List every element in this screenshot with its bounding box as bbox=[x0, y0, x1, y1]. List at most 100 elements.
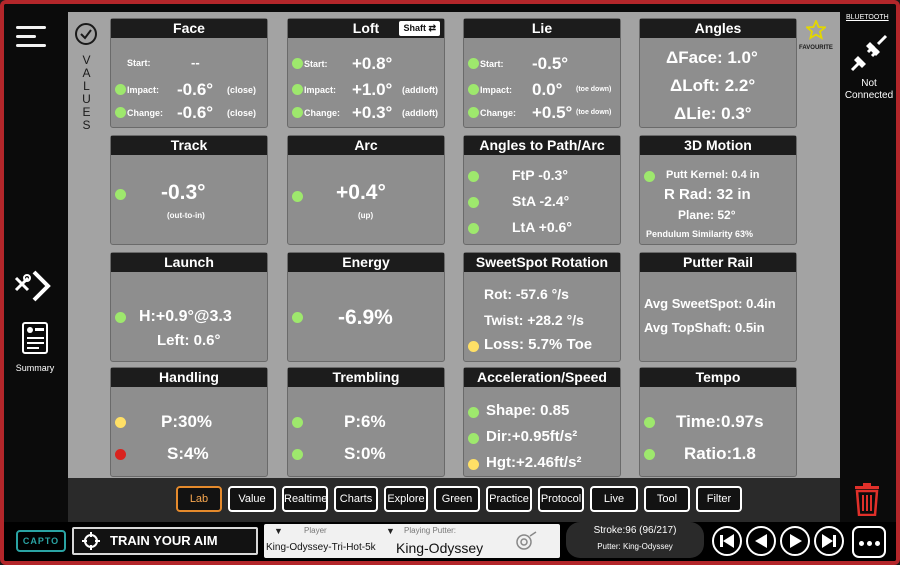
delta-loft-value: ΔLoft: 2.2° bbox=[670, 76, 756, 95]
track-tile[interactable]: Track -0.3° (out-to-in) bbox=[110, 135, 268, 245]
tab-lab[interactable]: Lab bbox=[176, 486, 222, 512]
face-impact-value: -0.6° bbox=[177, 80, 214, 99]
status-dot bbox=[115, 84, 126, 95]
lie-change-label: Change: bbox=[480, 108, 516, 118]
energy-value: -6.9% bbox=[338, 306, 393, 329]
face-tile[interactable]: Face Start: -- Impact: -0.6° (close) Cha… bbox=[110, 18, 268, 128]
status-dot bbox=[292, 84, 303, 95]
lie-title: Lie bbox=[464, 19, 620, 38]
player-label: Player bbox=[304, 526, 327, 535]
trembling-tile[interactable]: Trembling P:6% S:0% bbox=[287, 367, 445, 477]
angles-tile[interactable]: Angles ΔFace: 1.0° ΔLoft: 2.2° ΔLie: 0.3… bbox=[639, 18, 797, 128]
face-title: Face bbox=[111, 19, 267, 38]
face-change-value: -0.6° bbox=[177, 103, 214, 122]
tempo-time-value: Time:0.97s bbox=[676, 412, 764, 431]
loft-tile[interactable]: Loft Shaft ⇄ Start: +0.8° Impact: +1.0° … bbox=[287, 18, 445, 128]
delta-face-value: ΔFace: 1.0° bbox=[666, 48, 758, 67]
handling-title: Handling bbox=[111, 368, 267, 387]
track-value: -0.3° bbox=[161, 181, 206, 204]
tab-tool[interactable]: Tool bbox=[644, 486, 690, 512]
loft-change-value: +0.3° bbox=[352, 103, 393, 122]
loss-value: Loss: 5.7% Toe bbox=[484, 336, 593, 353]
arc-tile[interactable]: Arc +0.4° (up) bbox=[287, 135, 445, 245]
bluetooth-label: BLUETOOTH bbox=[846, 14, 889, 21]
angles-path-title: Angles to Path/Arc bbox=[464, 136, 620, 155]
status-dot bbox=[468, 84, 479, 95]
summary-button[interactable]: Summary bbox=[12, 320, 58, 378]
tab-protocol[interactable]: Protocol bbox=[538, 486, 584, 512]
tab-value[interactable]: Value bbox=[228, 486, 276, 512]
lie-change-value: +0.5° bbox=[532, 103, 573, 122]
more-options-button[interactable] bbox=[852, 526, 886, 558]
tempo-ratio-value: Ratio:1.8 bbox=[684, 444, 756, 463]
launch-tile[interactable]: Launch H:+0.9°@3.3 Left: 0.6° bbox=[110, 252, 268, 362]
accel-tile[interactable]: Acceleration/Speed Shape: 0.85 Dir:+0.95… bbox=[463, 367, 621, 477]
player-value: King-Odyssey-Tri-Hot-5k bbox=[266, 542, 376, 553]
energy-tile[interactable]: Energy -6.9% bbox=[287, 252, 445, 362]
status-dot bbox=[115, 449, 126, 460]
train-your-aim-button[interactable]: TRAIN YOUR AIM bbox=[72, 527, 258, 555]
face-change-label: Change: bbox=[127, 108, 163, 118]
first-stroke-button[interactable] bbox=[712, 526, 742, 556]
arc-value: +0.4° bbox=[336, 181, 386, 204]
tab-live[interactable]: Live bbox=[590, 486, 638, 512]
sta-value: StA -2.4° bbox=[512, 193, 570, 209]
status-dot bbox=[468, 407, 479, 418]
plane-value: Plane: 52° bbox=[678, 208, 736, 222]
trash-icon bbox=[855, 483, 879, 517]
tab-explore[interactable]: Explore bbox=[384, 486, 428, 512]
ftp-value: FtP -0.3° bbox=[512, 167, 568, 183]
shaft-toggle-button[interactable]: Shaft ⇄ bbox=[399, 21, 440, 36]
launch-h-value: H:+0.9°@3.3 bbox=[139, 308, 232, 325]
trash-button[interactable] bbox=[852, 482, 882, 517]
status-dot bbox=[468, 459, 479, 470]
face-change-note: (close) bbox=[227, 108, 257, 118]
last-stroke-button[interactable] bbox=[814, 526, 844, 556]
loft-change-label: Change: bbox=[304, 108, 340, 118]
accel-title: Acceleration/Speed bbox=[464, 368, 620, 387]
angles-path-tile[interactable]: Angles to Path/Arc FtP -0.3° StA -2.4° L… bbox=[463, 135, 621, 245]
footer-bar: CAPTO TRAIN YOUR AIM ▼ Player King-Odyss… bbox=[4, 522, 896, 561]
trembling-title: Trembling bbox=[288, 368, 444, 387]
hamburger-menu-icon[interactable] bbox=[16, 22, 50, 52]
status-dot bbox=[468, 433, 479, 444]
status-dot bbox=[644, 417, 655, 428]
tools-expand-button[interactable] bbox=[12, 266, 58, 310]
stroke-count: Stroke:96 (96/217) bbox=[593, 525, 677, 536]
loft-start-label: Start: bbox=[304, 59, 328, 69]
tempo-tile[interactable]: Tempo Time:0.97s Ratio:1.8 bbox=[639, 367, 797, 477]
putter-dropdown-arrow-icon: ▼ bbox=[386, 526, 395, 536]
status-dot bbox=[468, 171, 479, 182]
handling-p-value: P:30% bbox=[161, 412, 213, 431]
connection-status: Not Connected bbox=[844, 78, 894, 101]
tab-charts[interactable]: Charts bbox=[334, 486, 378, 512]
check-circle-icon bbox=[75, 23, 97, 45]
launch-left-value: Left: 0.6° bbox=[157, 332, 221, 349]
next-stroke-button[interactable] bbox=[780, 526, 810, 556]
stroke-putter: Putter: King-Odyssey bbox=[597, 542, 673, 551]
more-dot-icon bbox=[859, 541, 864, 546]
status-dot bbox=[468, 223, 479, 234]
rail-tile[interactable]: Putter Rail Avg SweetSpot: 0.4in Avg Top… bbox=[639, 252, 797, 362]
trembling-s-value: S:0% bbox=[344, 444, 386, 463]
avg-sweetspot-value: Avg SweetSpot: 0.4in bbox=[644, 296, 776, 311]
right-rail: BLUETOOTH FAVOURITE Not Connected bbox=[799, 4, 896, 474]
lie-tile[interactable]: Lie Start: -0.5° Impact: 0.0° (toe down)… bbox=[463, 18, 621, 128]
tab-filter[interactable]: Filter bbox=[696, 486, 742, 512]
favourite-button[interactable]: FAVOURITE bbox=[796, 18, 836, 51]
tab-practice[interactable]: Practice bbox=[486, 486, 532, 512]
sweetspot-tile[interactable]: SweetSpot Rotation Rot: -57.6 °/s Twist:… bbox=[463, 252, 621, 362]
handling-tile[interactable]: Handling P:30% S:4% bbox=[110, 367, 268, 477]
tab-green[interactable]: Green bbox=[434, 486, 480, 512]
previous-stroke-button[interactable] bbox=[746, 526, 776, 556]
tab-realtime[interactable]: Realtime bbox=[282, 486, 328, 512]
bluetooth-connect-button[interactable] bbox=[846, 32, 890, 76]
putt-kernel-value: Putt Kernel: 0.4 in bbox=[666, 169, 760, 181]
player-selector[interactable]: ▼ Player King-Odyssey-Tri-Hot-5k ▼ Playi… bbox=[264, 524, 560, 558]
loft-change-note: (addloft) bbox=[402, 108, 438, 118]
motion-tile[interactable]: 3D Motion Putt Kernel: 0.4 in R Rad: 32 … bbox=[639, 135, 797, 245]
train-your-aim-label: TRAIN YOUR AIM bbox=[110, 533, 218, 548]
